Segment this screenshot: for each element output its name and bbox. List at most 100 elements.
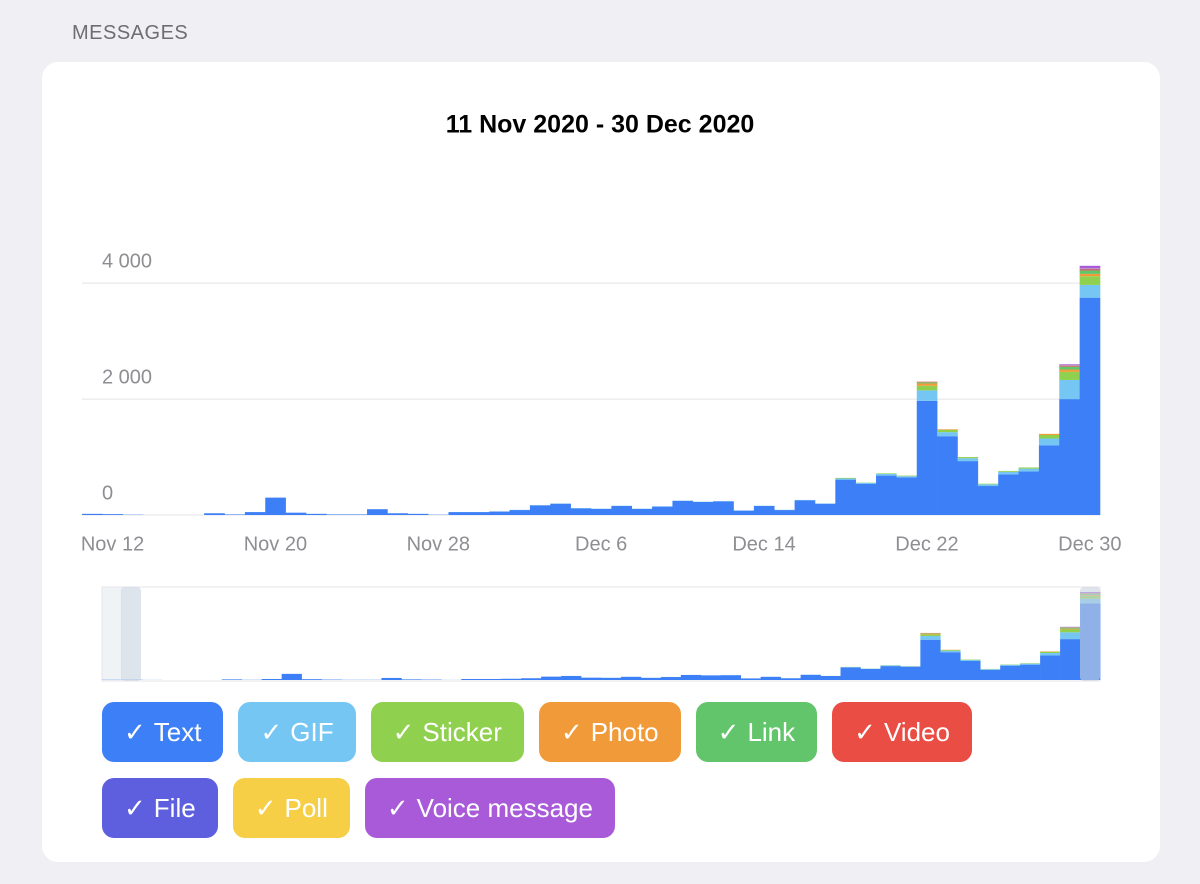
- bar-segment: [285, 512, 307, 515]
- navigator-bar-segment: [601, 677, 622, 680]
- legend-check: ✓: [386, 792, 409, 823]
- bar-segment: [529, 505, 551, 515]
- legend-button[interactable]: ✓ Sticker: [370, 702, 524, 762]
- bar-segment: [876, 475, 897, 515]
- bar-segment: [896, 477, 918, 515]
- legend-button[interactable]: ✓ Video: [832, 702, 972, 762]
- legend-button[interactable]: ✓ Voice message: [364, 778, 615, 838]
- bar-segment: [937, 429, 958, 430]
- legend-label: Sticker: [422, 716, 502, 747]
- bar-segment: [1059, 366, 1080, 370]
- bar-segment: [916, 381, 938, 383]
- y-tick-label: 4 000: [102, 250, 152, 272]
- bar-segment: [265, 497, 286, 515]
- bar-segment: [448, 512, 470, 515]
- navigator-bar-segment: [880, 666, 901, 680]
- navigator-bar-segment: [1000, 665, 1021, 680]
- bar-segment: [937, 432, 958, 437]
- bar-segment: [591, 508, 612, 515]
- bar-segment: [977, 483, 999, 485]
- legend-check: ✓: [392, 716, 415, 747]
- bar-segment: [855, 483, 877, 515]
- x-tick-label: Nov 20: [244, 533, 307, 555]
- navigator-bar-segment: [660, 677, 682, 680]
- bar-segment: [896, 475, 918, 477]
- bar-segment: [916, 383, 938, 386]
- x-tick-label: Dec 6: [575, 533, 627, 555]
- legend-button[interactable]: ✓ Link: [695, 702, 818, 762]
- navigator-bar-segment: [740, 678, 761, 680]
- navigator-bar-segment: [640, 677, 662, 680]
- section-label: MESSAGES: [72, 22, 189, 44]
- navigator-bar-segment: [1060, 639, 1081, 680]
- legend-check: ✓: [124, 716, 146, 747]
- bar-segment: [937, 436, 958, 515]
- legend-button[interactable]: ✓ GIF: [238, 702, 356, 762]
- bar-segment: [957, 461, 979, 515]
- chart-title: 11 Nov 2020 - 30 Dec 2020: [446, 111, 755, 139]
- navigator-bar-segment: [880, 665, 901, 667]
- navigator-bar-segment: [820, 676, 841, 680]
- bar-segment: [916, 390, 938, 401]
- legend-button[interactable]: ✓ Poll: [232, 778, 350, 838]
- bar-segment: [1079, 265, 1101, 269]
- navigator-bar-segment: [561, 676, 582, 680]
- navigator-bar-segment: [521, 678, 542, 680]
- navigator-bar-segment: [920, 633, 941, 635]
- legend-label: File: [153, 792, 196, 823]
- bar-segment: [387, 513, 409, 515]
- legend-label: Voice message: [416, 792, 593, 823]
- bar-segment: [713, 501, 734, 515]
- legend-check: ✓: [854, 716, 876, 747]
- bar-segment: [326, 514, 347, 515]
- bar-segment: [998, 470, 1019, 472]
- bar-segment: [814, 503, 836, 515]
- bar-segment: [1059, 371, 1080, 380]
- bar-segment: [1079, 284, 1101, 298]
- bar-segment: [957, 457, 979, 459]
- legend-label: Link: [747, 716, 796, 747]
- bar-segment: [652, 506, 673, 515]
- navigator-bar-segment: [481, 678, 502, 680]
- bar-segment: [876, 473, 897, 474]
- navigator-handle[interactable]: [1080, 587, 1100, 681]
- navigator-bar-segment: [1040, 655, 1061, 680]
- navigator-bar-segment: [1000, 664, 1021, 666]
- navigator-bar-segment: [401, 679, 422, 680]
- bar-segment: [1079, 276, 1101, 285]
- bar-segment: [1079, 297, 1101, 515]
- bar-segment: [916, 382, 938, 384]
- bar-segment: [998, 474, 1019, 515]
- navigator-bar-segment: [760, 676, 781, 680]
- navigator-mask: [102, 587, 122, 681]
- bar-segment: [1038, 438, 1060, 446]
- x-tick-label: Dec 22: [895, 533, 958, 555]
- navigator-bar-segment: [381, 677, 402, 680]
- navigator-bar-segment: [700, 675, 722, 680]
- bar-segment: [753, 506, 775, 515]
- navigator-bar-segment: [840, 667, 861, 680]
- legend-button[interactable]: ✓ Photo: [538, 702, 681, 762]
- bar-segment: [774, 510, 795, 515]
- navigator-handle[interactable]: [121, 587, 141, 681]
- bar-segment: [937, 429, 958, 433]
- legend: ✓ Text ✓ GIF ✓ Sticker ✓ Photo ✓ Link ✓ Video ✓ File ✓…: [102, 702, 1042, 838]
- navigator-bar-segment: [1020, 664, 1041, 680]
- bar-segment: [733, 510, 755, 515]
- legend-check: ✓: [254, 792, 277, 823]
- legend-button[interactable]: ✓ Text: [102, 702, 224, 762]
- bar-segment: [1018, 468, 1040, 472]
- bar-segment: [1059, 364, 1080, 366]
- bar-segment: [916, 400, 938, 515]
- navigator-bar-segment: [281, 673, 302, 680]
- legend-label: GIF: [290, 716, 334, 747]
- y-tick-label: 0: [102, 482, 113, 504]
- bar-segment: [835, 478, 856, 480]
- legend-label: Poll: [284, 792, 328, 823]
- bar-segment: [1059, 369, 1080, 372]
- navigator-bar-segment: [940, 649, 961, 651]
- legend-button[interactable]: ✓ File: [102, 778, 218, 838]
- bar-segment: [855, 482, 877, 484]
